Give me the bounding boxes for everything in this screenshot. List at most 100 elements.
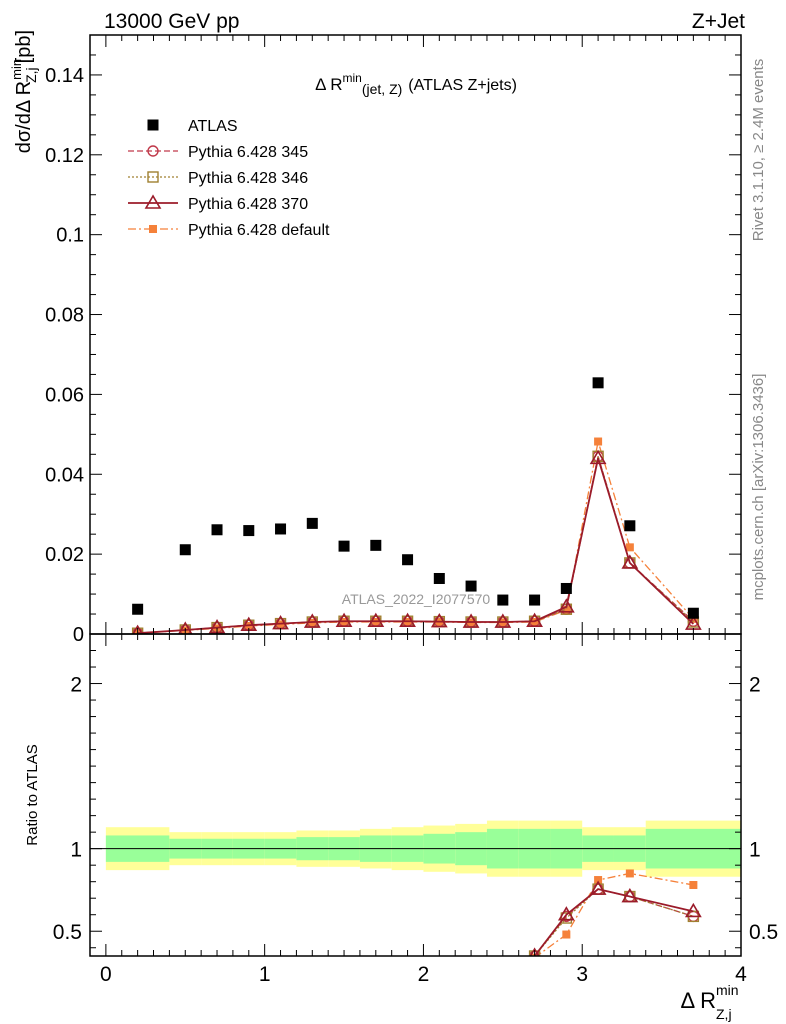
data-point-atlas: [592, 377, 604, 389]
data-point-atlas: [529, 594, 541, 606]
y-tick-label: 0: [73, 624, 84, 646]
main-y-label-sup: min: [9, 59, 24, 80]
analysis-watermark: ATLAS_2022_I2077570: [342, 591, 491, 607]
data-point-atlas: [211, 524, 223, 536]
ratio-frame: [89, 633, 742, 957]
ratio-point-p370: [529, 947, 540, 956]
main-title-sub: (jet, Z): [362, 81, 402, 97]
main-title-sup: min: [343, 71, 362, 85]
y-tick-label: 0.12: [45, 145, 84, 167]
ratio-line-p346: [534, 888, 694, 956]
legend-entry-p346: Pythia 6.428 346: [128, 170, 308, 187]
data-point-pdefault: [594, 437, 603, 446]
ratio-line-p370: [533, 888, 694, 956]
legend-label-pdefault: Pythia 6.428 default: [188, 222, 330, 239]
ratio-y-axis-label: Ratio to ATLAS: [24, 744, 41, 845]
series-line-p370: [137, 458, 694, 634]
rivet-version-label: Rivet 3.1.10, ≥ 2.4M events: [750, 59, 767, 242]
data-point-atlas: [497, 594, 509, 606]
legend-marker-pdefault: [149, 225, 157, 233]
data-point-p370: [335, 612, 353, 628]
ratio-point-p370: [684, 902, 702, 918]
data-point-p370: [430, 613, 448, 628]
legend-marker-p370: [144, 194, 162, 209]
x-label-base: Δ R: [681, 988, 716, 1013]
header-process-label: Z+Jet: [692, 10, 745, 33]
data-point-p370: [367, 612, 385, 628]
data-point-p370: [132, 624, 144, 634]
y-tick-label: 0.04: [45, 464, 84, 486]
ratio-point-p370: [589, 880, 607, 895]
main-title-symbol: Δ R: [315, 75, 342, 94]
legend-marker-atlas: [147, 119, 159, 131]
data-point-p370: [462, 613, 480, 628]
x-tick-label: 2: [418, 963, 430, 986]
ratio-y-tick-label-right: 1: [749, 839, 761, 862]
data-point-atlas: [370, 539, 382, 551]
y-tick-label: 0.06: [45, 384, 84, 406]
data-point-pdefault: [562, 606, 571, 615]
data-point-atlas: [560, 582, 572, 594]
data-point-atlas: [687, 607, 699, 619]
ratio-y-tick-label: 2: [70, 674, 82, 697]
data-point-p370: [177, 621, 193, 634]
main-title: Δ Rmin(jet, Z) (ATLAS Z+jets): [315, 71, 517, 97]
data-point-atlas: [132, 603, 144, 615]
data-point-atlas: [338, 540, 350, 552]
legend-entry-pdefault: Pythia 6.428 default: [128, 222, 330, 239]
ratio-point-p370: [621, 887, 639, 903]
ratio-point-p346: [560, 912, 573, 924]
ratio-point-p370: [557, 906, 575, 921]
data-point-atlas: [275, 523, 287, 535]
ratio-y-tick-label-right: 2: [749, 674, 761, 697]
y-tick-label: 0.08: [45, 305, 84, 327]
legend: ATLAS Pythia 6.428 345 Pythia 6.428 346 Pyt…: [128, 118, 330, 239]
legend-entry-p370: Pythia 6.428 370: [128, 194, 308, 213]
x-label-sub: Z,j: [716, 1006, 732, 1022]
data-point-atlas: [306, 517, 318, 529]
data-point-p370: [494, 613, 512, 628]
ratio-y-tick-label-right: 0.5: [749, 921, 778, 944]
main-y-axis-label: dσ/dΔ RminZ,j [pb]: [9, 30, 39, 153]
ratio-line-pdefault: [535, 872, 694, 956]
ratio-y-tick-label: 0.5: [53, 921, 82, 944]
x-tick-label: 4: [735, 963, 747, 986]
data-point-p370: [621, 554, 639, 569]
ratio-point-pdefault: [562, 930, 571, 939]
data-point-p370: [526, 612, 543, 628]
main-y-label-sub: Z,j: [23, 67, 39, 83]
mcplots-url-label: mcplots.cern.ch [arXiv:1306.3436]: [750, 374, 767, 601]
x-label-sup: min: [716, 982, 739, 998]
legend-label-p346: Pythia 6.428 346: [188, 170, 308, 187]
data-point-p370: [557, 598, 575, 613]
legend-entry-p345: Pythia 6.428 345: [128, 144, 308, 161]
data-point-atlas: [179, 544, 191, 556]
ratio-point-pdefault: [689, 880, 698, 889]
x-tick-label: 0: [100, 963, 112, 986]
y-tick-label: 0.1: [56, 225, 84, 247]
ratio-point-pdefault: [625, 869, 634, 878]
data-point-atlas: [402, 554, 414, 566]
main-y-label-unit: [pb]: [13, 30, 35, 63]
ratio-y-tick-label: 1: [70, 839, 82, 862]
data-point-p370: [303, 613, 321, 628]
ratio-point-pdefault: [594, 876, 603, 885]
data-point-p370: [589, 449, 607, 465]
y-tick-label: 0.02: [45, 544, 84, 566]
x-tick-label: 3: [576, 963, 588, 986]
legend-label-p345: Pythia 6.428 345: [188, 144, 308, 161]
data-point-atlas: [624, 520, 636, 532]
main-y-label-base: dσ/dΔ R: [13, 81, 35, 153]
header-energy-label: 13000 GeV pp: [104, 10, 239, 33]
legend-label-atlas: ATLAS: [188, 118, 238, 135]
ratio-series-group: [528, 869, 702, 956]
data-point-p370: [399, 612, 416, 628]
data-point-atlas: [433, 572, 445, 584]
ratio-panel: Ratio to ATLAS Δ R min Z,j 0 1 2 3 40.5 0.51 1…: [24, 633, 778, 1022]
y-tick-label: 0.14: [45, 65, 84, 87]
data-point-pdefault: [625, 543, 634, 552]
data-point-atlas: [243, 525, 255, 537]
data-point-pdefault: [689, 614, 698, 623]
data-point-atlas: [465, 580, 477, 592]
